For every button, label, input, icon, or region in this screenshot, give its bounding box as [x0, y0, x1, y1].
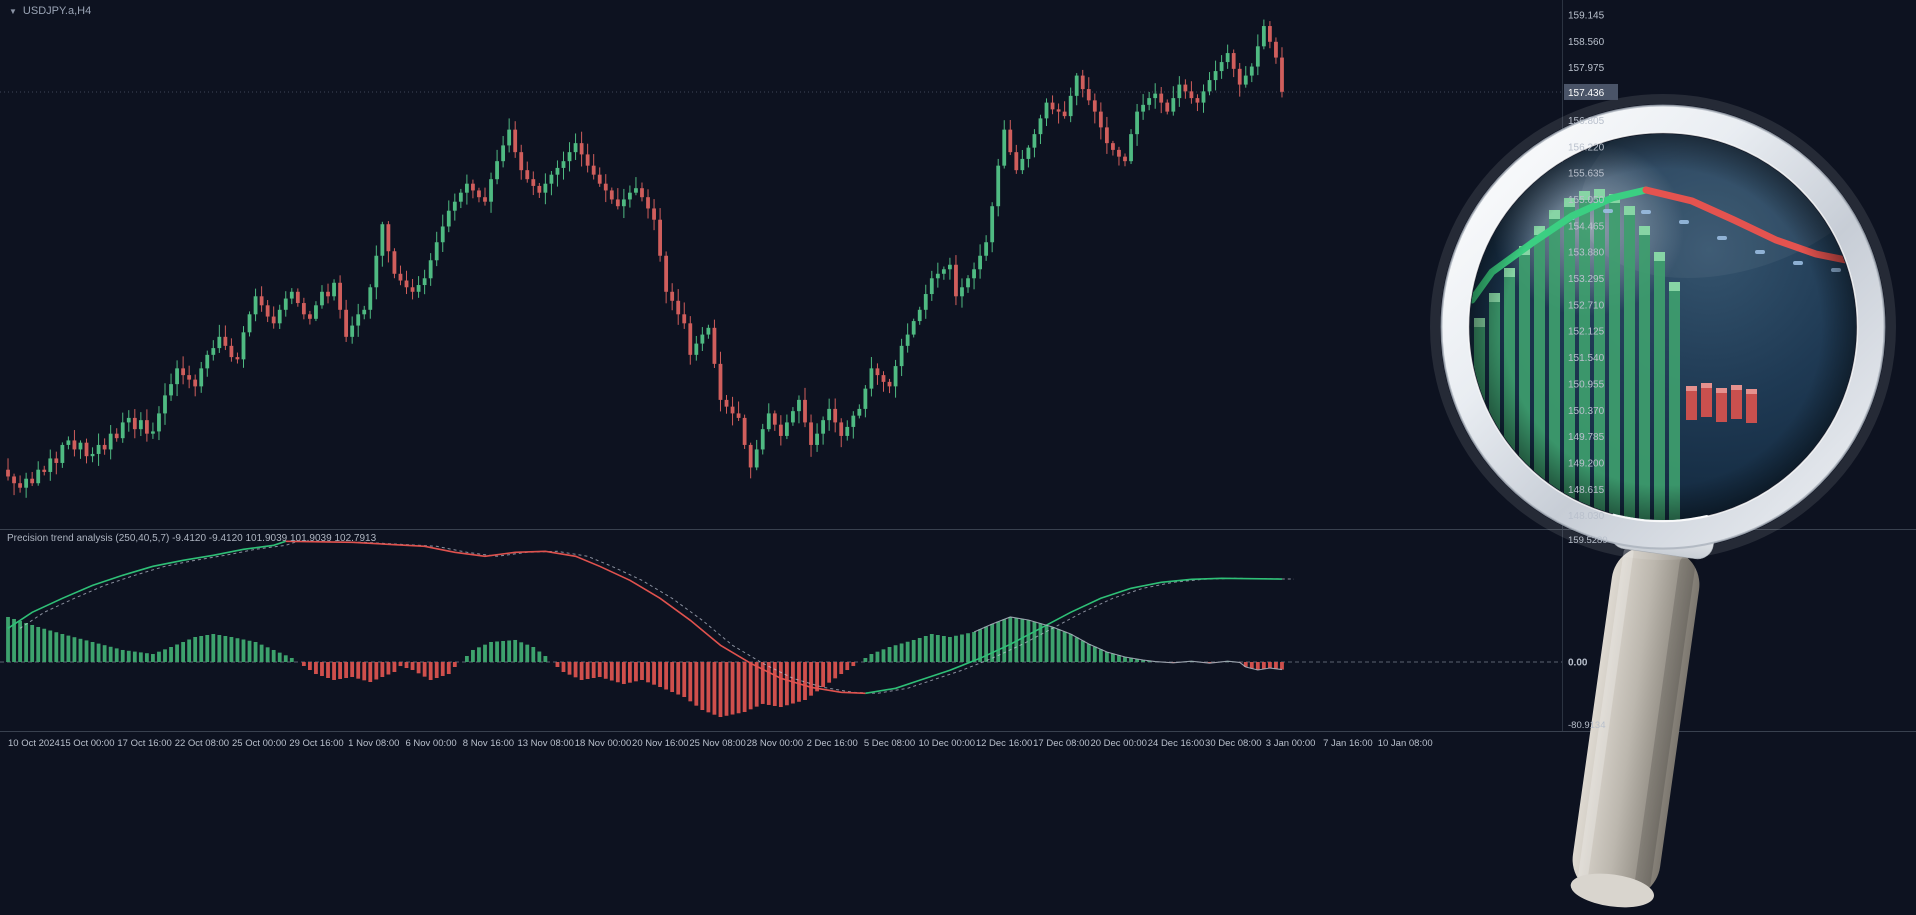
svg-text:20 Nov 16:00: 20 Nov 16:00 [632, 738, 689, 749]
svg-text:29 Oct 16:00: 29 Oct 16:00 [289, 738, 343, 749]
svg-text:10 Dec 00:00: 10 Dec 00:00 [919, 738, 976, 749]
svg-text:1 Nov 08:00: 1 Nov 08:00 [348, 738, 399, 749]
svg-text:13 Nov 08:00: 13 Nov 08:00 [517, 738, 574, 749]
symbol-text: USDJPY.a,H4 [22, 5, 92, 17]
svg-text:5 Dec 08:00: 5 Dec 08:00 [864, 738, 915, 749]
chevron-down-icon: ▼ [9, 6, 17, 16]
svg-text:28 Nov 00:00: 28 Nov 00:00 [747, 738, 804, 749]
indicator-title[interactable]: Precision trend analysis (250,40,5,7) -9… [7, 533, 377, 544]
svg-text:3 Jan 00:00: 3 Jan 00:00 [1266, 738, 1316, 749]
svg-text:15 Oct 00:00: 15 Oct 00:00 [60, 738, 114, 749]
svg-text:6 Nov 00:00: 6 Nov 00:00 [405, 738, 456, 749]
indicator-histogram [6, 616, 1284, 718]
svg-text:10 Oct 2024: 10 Oct 2024 [8, 738, 60, 749]
svg-text:22 Oct 08:00: 22 Oct 08:00 [175, 738, 229, 749]
time-axis[interactable]: 10 Oct 2024 15 Oct 00:00 17 Oct 16:00 22 Oc… [8, 738, 1433, 749]
svg-text:8 Nov 16:00: 8 Nov 16:00 [463, 738, 514, 749]
svg-text:25 Oct 00:00: 25 Oct 00:00 [232, 738, 286, 749]
svg-text:10 Jan 08:00: 10 Jan 08:00 [1378, 738, 1433, 749]
indicator-signal-line [19, 540, 1295, 694]
svg-text:20 Dec 00:00: 20 Dec 00:00 [1090, 738, 1147, 749]
svg-text:17 Dec 08:00: 17 Dec 08:00 [1033, 738, 1090, 749]
candles [6, 19, 1284, 498]
svg-text:25 Nov 08:00: 25 Nov 08:00 [689, 738, 746, 749]
svg-text:2 Dec 16:00: 2 Dec 16:00 [807, 738, 858, 749]
svg-text:17 Oct 16:00: 17 Oct 16:00 [117, 738, 171, 749]
indicator-zero-hug-line [973, 616, 1283, 671]
symbol-selector[interactable]: ▼ USDJPY.a,H4 [9, 5, 91, 17]
svg-text:12 Dec 16:00: 12 Dec 16:00 [976, 738, 1033, 749]
svg-text:24 Dec 16:00: 24 Dec 16:00 [1148, 738, 1205, 749]
indicator-down-line [285, 540, 866, 695]
svg-text:18 Nov 00:00: 18 Nov 00:00 [575, 738, 632, 749]
svg-text:30 Dec 08:00: 30 Dec 08:00 [1205, 738, 1262, 749]
indicator-up-line [7, 540, 287, 629]
indicator-up-line-2 [865, 577, 1283, 695]
svg-text:7 Jan 16:00: 7 Jan 16:00 [1323, 738, 1373, 749]
